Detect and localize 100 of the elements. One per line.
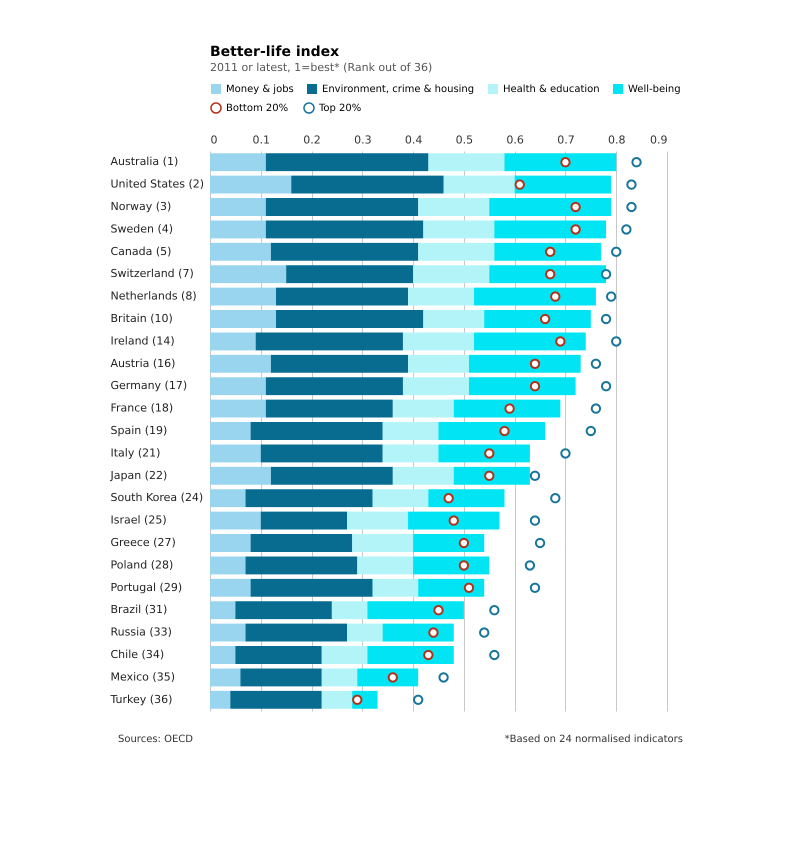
bar [474, 332, 586, 350]
point [611, 246, 622, 257]
bar [210, 288, 276, 306]
y-tick-label: France (18) [110, 402, 174, 415]
point [458, 538, 470, 548]
legend-label: Top 20% [318, 103, 362, 114]
bar [352, 534, 414, 552]
y-tick-label: Brazil (31) [110, 603, 168, 616]
bar [210, 512, 261, 530]
point [464, 582, 474, 593]
y-tick-label: Greece (27) [110, 536, 176, 549]
x-tick-label: 0.4 [404, 134, 422, 146]
x-tick-label: 0.6 [506, 134, 524, 146]
point [530, 381, 540, 392]
bar [210, 354, 271, 373]
bar [322, 690, 352, 709]
point [600, 381, 612, 392]
legend-label: Money & jobs [226, 84, 294, 95]
legend-label: Bottom 20% [226, 103, 288, 114]
point [530, 470, 540, 481]
bar [408, 288, 474, 306]
point [626, 179, 637, 190]
bar [413, 534, 484, 552]
bar [210, 153, 266, 172]
legend-label: Environment, crime & housing [322, 84, 474, 95]
x-tick-label: 0.5 [456, 134, 474, 146]
x-tick-label: 0.3 [354, 134, 372, 146]
bar [514, 176, 612, 194]
y-tick-label: South Korea (24) [110, 491, 204, 504]
bar [210, 489, 246, 508]
point [524, 560, 536, 571]
point [530, 582, 540, 593]
bar [210, 624, 246, 642]
bar [210, 601, 236, 620]
bar [357, 556, 414, 574]
point [484, 470, 494, 481]
point [433, 605, 444, 616]
text: *Based on 24 normalised indicators [504, 734, 683, 745]
point [555, 336, 566, 347]
bar [367, 646, 454, 664]
y-tick-label: Ireland (14) [110, 334, 175, 348]
bar [210, 332, 256, 350]
point [590, 403, 602, 414]
bar [322, 646, 368, 664]
point [611, 336, 622, 347]
bar [474, 288, 596, 306]
bar [413, 265, 490, 284]
bar [367, 601, 464, 620]
bar [423, 310, 484, 328]
y-tick-label: Israel (25) [110, 514, 167, 527]
bar [382, 422, 438, 440]
bar [210, 198, 266, 216]
x-tick-label: 0.2 [303, 134, 321, 146]
point [560, 157, 571, 168]
bar [357, 668, 418, 686]
bar [428, 489, 505, 508]
bar [210, 265, 286, 284]
point [530, 358, 540, 369]
bar [454, 400, 560, 418]
point [448, 515, 459, 526]
bar [489, 198, 612, 216]
source-note: Sources: OECD [118, 734, 193, 745]
bar [468, 377, 576, 396]
x-tick-label: 0.8 [608, 134, 626, 146]
bar [210, 556, 246, 574]
y-tick-label: Australia (1) [110, 155, 178, 168]
bar [250, 534, 352, 552]
point [550, 493, 560, 504]
bar [454, 466, 530, 485]
point [545, 246, 556, 257]
y-tick-label: Portugal (29) [110, 580, 182, 594]
y-tick-label: Chile (34) [110, 648, 164, 661]
point [514, 179, 525, 190]
y-tick-label: Turkey (36) [110, 692, 172, 706]
point [586, 426, 596, 436]
y-tick-label: Austria (16) [110, 356, 176, 370]
bar [235, 601, 332, 620]
point [458, 560, 470, 571]
y-tick-label: Switzerland (7) [110, 267, 194, 280]
y-tick-label: Poland (28) [110, 558, 174, 572]
bar [322, 668, 358, 686]
bar [235, 646, 322, 664]
point [545, 269, 556, 280]
bar [347, 512, 408, 530]
bar [347, 624, 383, 642]
y-tick-label: Spain (19) [110, 424, 168, 437]
bar [210, 534, 251, 552]
legend-label: Well-being [628, 84, 681, 95]
y-tick-label: Sweden (4) [110, 222, 174, 236]
bar [392, 466, 454, 485]
legend-label: Health & education [503, 84, 600, 95]
point [560, 448, 571, 459]
bar [210, 668, 240, 686]
point [504, 403, 515, 414]
y-tick-label: Norway (3) [110, 200, 172, 213]
bar [372, 578, 418, 597]
bar [270, 466, 393, 485]
bar [210, 310, 276, 328]
bar [210, 578, 251, 597]
bar [270, 242, 418, 261]
